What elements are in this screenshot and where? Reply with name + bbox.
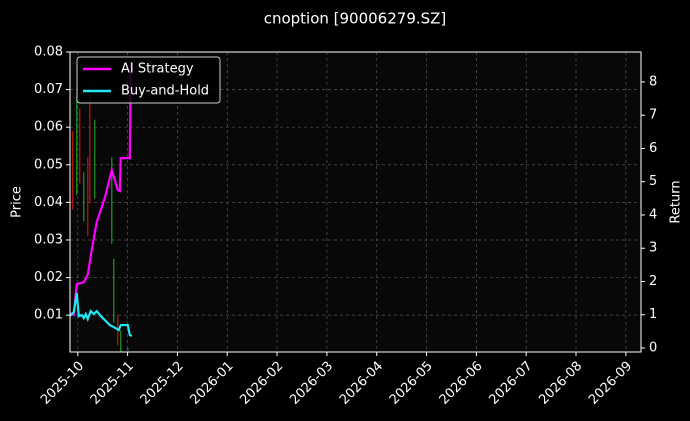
y2-tick-label: 4	[649, 207, 657, 222]
y-tick-label: 0.01	[34, 308, 63, 323]
y2-tick-label: 5	[649, 174, 657, 189]
y-tick-label: 0.08	[34, 45, 63, 60]
y-tick-label: 0.06	[34, 120, 63, 135]
y-tick-label: 0.07	[34, 82, 63, 97]
legend-label: AI Strategy	[121, 62, 194, 77]
y-tick-label: 0.02	[34, 270, 63, 285]
y-axis-label: Price	[10, 186, 25, 218]
legend-box	[76, 56, 221, 104]
series-line	[70, 61, 132, 317]
series-line	[70, 292, 133, 338]
y2-axis-label: Return	[669, 180, 684, 223]
legend-label: Buy-and-Hold	[121, 84, 209, 99]
plot-frame	[69, 51, 642, 353]
y2-tick-label: 0	[649, 341, 657, 356]
chart-title: cnoption [90006279.SZ]	[264, 10, 447, 28]
y2-tick-label: 1	[649, 307, 657, 322]
y-tick-label: 0.05	[34, 157, 63, 172]
y-tick-label: 0.04	[34, 195, 63, 210]
y2-tick-label: 8	[649, 74, 657, 89]
y2-tick-label: 6	[649, 141, 657, 156]
y2-tick-label: 2	[649, 274, 657, 289]
y2-tick-label: 3	[649, 241, 657, 256]
y-tick-label: 0.03	[34, 232, 63, 247]
y2-tick-label: 7	[649, 108, 657, 123]
plot-layer	[70, 61, 133, 352]
